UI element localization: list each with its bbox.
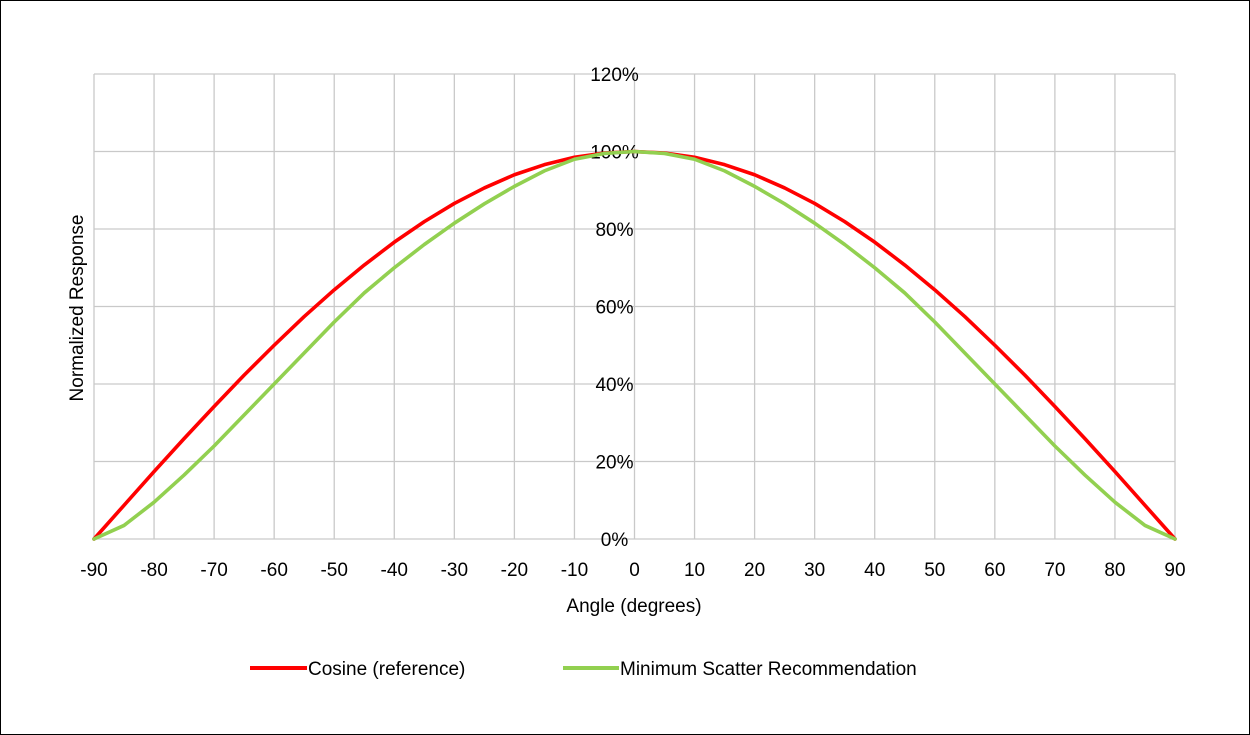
legend: Cosine (reference) Minimum Scatter Recom…: [250, 659, 917, 680]
x-tick-label: 30: [804, 560, 825, 581]
x-tick-label: 10: [684, 560, 705, 581]
x-tick-label: -20: [501, 560, 528, 581]
y-tick-label: 60%: [595, 298, 633, 319]
x-tick-label: -40: [381, 560, 408, 581]
y-tick-label: 20%: [595, 453, 633, 474]
y-tick-label: 120%: [590, 65, 639, 86]
x-tick-label: 90: [1164, 560, 1185, 581]
x-tick-label: -50: [320, 560, 347, 581]
x-tick-label: 20: [744, 560, 765, 581]
x-tick-label: 0: [629, 560, 640, 581]
x-tick-label: 50: [924, 560, 945, 581]
x-tick-label: -10: [561, 560, 588, 581]
x-tick-label: -70: [200, 560, 227, 581]
x-tick-label: -30: [441, 560, 468, 581]
x-tick-label: 40: [864, 560, 885, 581]
x-axis-title: Angle (degrees): [566, 596, 701, 617]
legend-label-minimum-scatter: Minimum Scatter Recommendation: [620, 659, 917, 680]
y-tick-labels: 0%20%40%60%80%100%120%: [590, 65, 639, 551]
series-lines: [92, 149, 1177, 541]
x-tick-labels: -90 -80 -70 -60 -50 -40 -30 -20 -10 0 10 20 30 40 50 60…: [80, 560, 1185, 581]
x-tick-label: 80: [1104, 560, 1125, 581]
series-line-minimum-scatter: [92, 149, 1177, 541]
y-tick-label: 80%: [595, 220, 633, 241]
y-axis-title: Normalized Response: [67, 215, 88, 402]
x-tick-label: -80: [140, 560, 167, 581]
y-tick-label: 0%: [601, 530, 629, 551]
x-tick-label: 70: [1044, 560, 1065, 581]
x-tick-label: -90: [80, 560, 107, 581]
x-tick-label: 60: [984, 560, 1005, 581]
legend-label-cosine: Cosine (reference): [308, 659, 465, 680]
x-tick-label: -60: [260, 560, 287, 581]
y-tick-label: 40%: [595, 375, 633, 396]
